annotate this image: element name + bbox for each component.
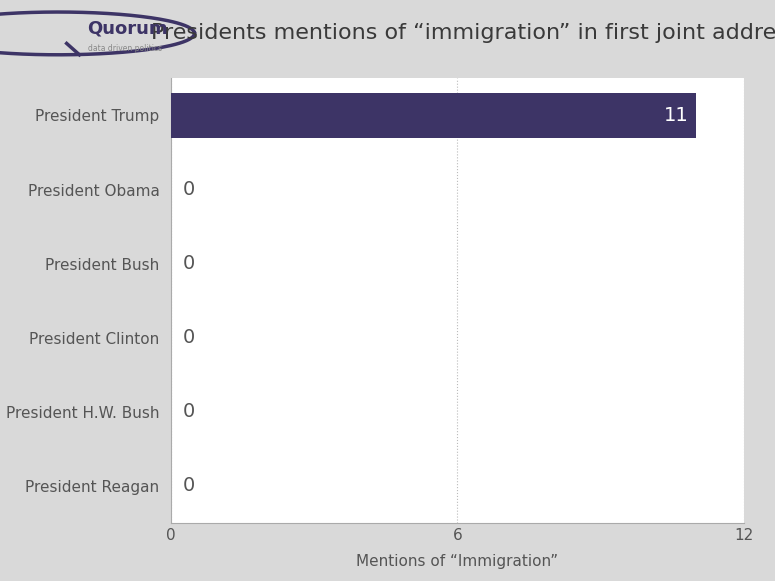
Bar <box>170 94 696 138</box>
Text: data driven politics: data driven politics <box>88 44 162 53</box>
X-axis label: Mentions of “Immigration”: Mentions of “Immigration” <box>356 554 558 569</box>
Text: Quorum: Quorum <box>88 19 168 37</box>
Text: 0: 0 <box>182 328 195 347</box>
Text: 0: 0 <box>182 402 195 421</box>
Text: 0: 0 <box>182 254 195 273</box>
Text: 0: 0 <box>182 180 195 199</box>
Text: 11: 11 <box>664 106 689 125</box>
Text: Presidents mentions of “immigration” in first joint address: Presidents mentions of “immigration” in … <box>151 23 775 44</box>
Text: 0: 0 <box>182 476 195 496</box>
